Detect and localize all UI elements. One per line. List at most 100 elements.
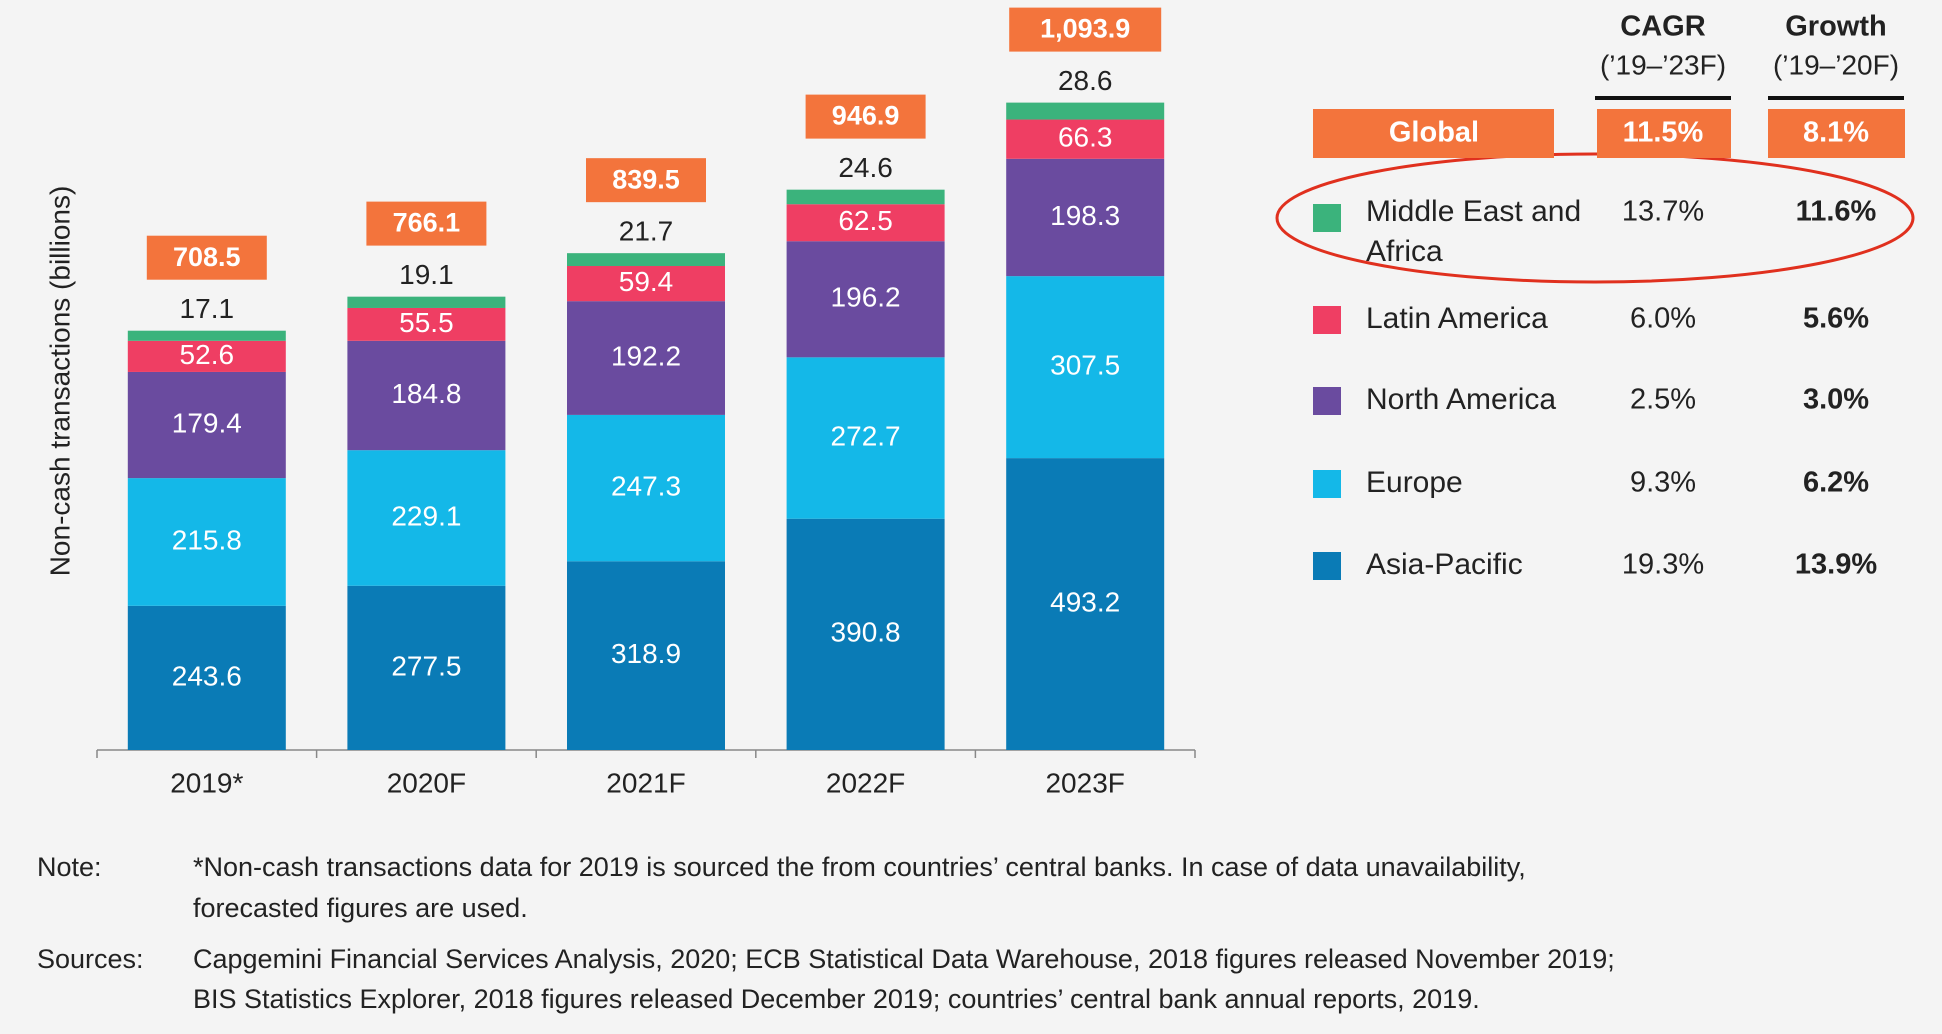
- column-title: CAGR: [1620, 11, 1705, 43]
- total-box: [805, 94, 926, 139]
- data-label: 192.2: [611, 340, 681, 371]
- data-label: 493.2: [1050, 586, 1120, 617]
- bar-segment: [1006, 119, 1165, 159]
- bar-segment: [567, 253, 725, 267]
- growth-value: 3.0%: [1803, 384, 1869, 416]
- x-tick-label: 2019*: [170, 767, 243, 798]
- data-label: 307.5: [1050, 350, 1120, 381]
- data-label: 19.1: [399, 259, 454, 290]
- total-box: [1009, 7, 1162, 52]
- data-label: 179.4: [172, 407, 242, 438]
- global-box: [1597, 109, 1731, 158]
- data-label: 17.1: [180, 293, 235, 324]
- total-box: [586, 158, 706, 203]
- growth-value: 5.6%: [1803, 303, 1869, 335]
- total-label: 839.5: [612, 164, 680, 194]
- bar-segment: [347, 450, 506, 586]
- cagr-value: 13.7%: [1622, 196, 1704, 228]
- bar-segment: [1006, 158, 1165, 277]
- bar-segment: [786, 518, 945, 750]
- total-label: 946.9: [832, 101, 900, 131]
- growth-value: 6.2%: [1803, 467, 1869, 499]
- bar-segment: [567, 301, 725, 415]
- data-label: 62.5: [838, 205, 893, 236]
- data-label: 66.3: [1058, 122, 1113, 153]
- x-tick-label: 2022F: [826, 767, 905, 798]
- data-label: 24.6: [838, 152, 893, 183]
- global-value: 11.5%: [1623, 117, 1704, 149]
- bar-segment: [127, 330, 286, 341]
- legend-swatch: [1313, 387, 1341, 415]
- note-label: Note:: [37, 852, 102, 882]
- bar-segment: [567, 266, 725, 302]
- column-period: (’19–’23F): [1600, 49, 1726, 80]
- legend-label: Latin America: [1366, 302, 1548, 335]
- legend-label: Middle East and Africa: [1366, 195, 1589, 268]
- y-axis-label: Non-cash transactions (billions): [44, 186, 75, 577]
- bar-segment: [347, 307, 506, 341]
- cagr-value: 19.3%: [1622, 549, 1704, 581]
- bar-segment: [1006, 458, 1165, 750]
- x-tick-label: 2023F: [1045, 767, 1124, 798]
- global-value: 8.1%: [1803, 117, 1869, 149]
- bar-segment: [1006, 276, 1165, 459]
- bar-segment: [347, 296, 506, 308]
- data-label: 28.6: [1058, 65, 1113, 96]
- total-box: [146, 235, 267, 280]
- data-label: 277.5: [391, 650, 461, 681]
- legend-label: Asia-Pacific: [1366, 548, 1523, 581]
- note-text: *Non-cash transactions data for 2019 is …: [193, 852, 1526, 882]
- data-label: 318.9: [611, 638, 681, 669]
- data-label: 52.6: [180, 339, 235, 370]
- bar-segment: [567, 561, 725, 750]
- x-tick-label: 2020F: [387, 767, 466, 798]
- data-label: 272.7: [831, 420, 901, 451]
- total-box: [366, 201, 487, 246]
- legend-label: Europe: [1366, 466, 1463, 499]
- total-label: 1,093.9: [1040, 14, 1130, 44]
- legend-swatch: [1313, 306, 1341, 334]
- data-label: 229.1: [391, 500, 461, 531]
- bar-segment: [567, 414, 725, 562]
- column-title: Growth: [1785, 11, 1887, 43]
- data-label: 390.8: [831, 617, 901, 648]
- sources-label: Sources:: [37, 944, 144, 974]
- growth-value: 11.6%: [1796, 196, 1877, 228]
- legend-swatch: [1313, 204, 1341, 232]
- global-box: [1313, 109, 1554, 158]
- bar-segment: [347, 585, 506, 750]
- data-label: 243.6: [172, 660, 242, 691]
- highlight-ellipse: [1275, 152, 1915, 284]
- sources-text: BIS Statistics Explorer, 2018 figures re…: [193, 984, 1480, 1014]
- bar-segment: [127, 371, 286, 479]
- bar-segment: [786, 204, 945, 242]
- data-label: 196.2: [831, 282, 901, 313]
- x-tick-label: 2021F: [606, 767, 685, 798]
- bar-segment: [786, 189, 945, 205]
- data-label: 247.3: [611, 470, 681, 501]
- bar-segment: [786, 357, 945, 519]
- global-box: [1768, 109, 1905, 158]
- cagr-value: 6.0%: [1630, 303, 1696, 335]
- legend-label: North America: [1366, 383, 1556, 416]
- bar-segment: [127, 478, 286, 606]
- bar-segment: [127, 605, 286, 750]
- legend-swatch: [1313, 552, 1341, 580]
- column-period: (’19–’20F): [1773, 49, 1899, 80]
- data-label: 215.8: [172, 524, 242, 555]
- cagr-value: 2.5%: [1630, 384, 1696, 416]
- note-text: forecasted figures are used.: [193, 893, 528, 923]
- cagr-value: 9.3%: [1630, 467, 1696, 499]
- bar-segment: [127, 340, 286, 372]
- data-label: 184.8: [391, 378, 461, 409]
- total-label: 766.1: [393, 208, 461, 238]
- data-label: 21.7: [619, 216, 674, 247]
- growth-value: 13.9%: [1795, 549, 1877, 581]
- global-value: Global: [1389, 117, 1479, 149]
- legend-swatch: [1313, 470, 1341, 498]
- bar-segment: [347, 340, 506, 451]
- data-label: 198.3: [1050, 200, 1120, 231]
- bar-segment: [1006, 102, 1165, 120]
- sources-text: Capgemini Financial Services Analysis, 2…: [193, 944, 1615, 974]
